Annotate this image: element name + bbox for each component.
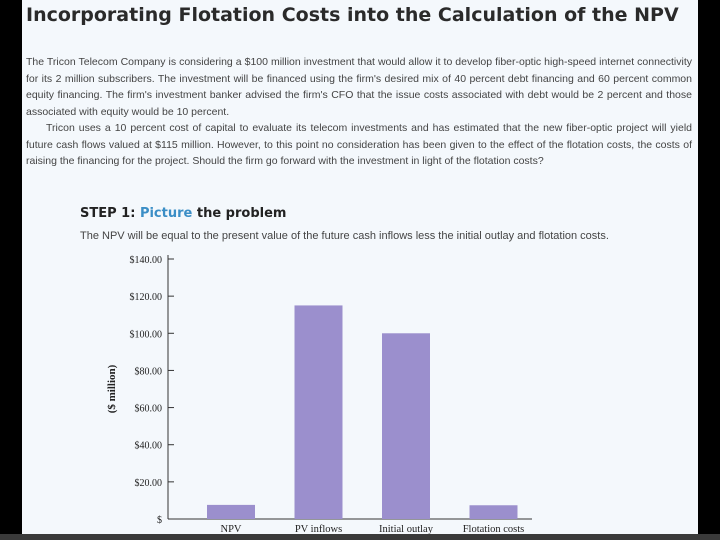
- paragraph-1: The Tricon Telecom Company is considerin…: [26, 56, 692, 118]
- y-tick-label: $140.00: [130, 255, 163, 266]
- x-tick-label: PV inflows: [295, 524, 342, 535]
- step-description: The NPV will be equal to the present val…: [80, 230, 609, 242]
- y-tick-label: $60.00: [135, 404, 163, 415]
- bar: [294, 305, 343, 519]
- x-tick-label: NPV: [220, 524, 241, 535]
- y-tick-label: $80.00: [135, 366, 163, 377]
- step-rest: the problem: [196, 206, 287, 221]
- y-tick-label: $40.00: [135, 441, 163, 452]
- bar-chart: $ $20.00 $40.00 $60.00 $80.00 $100.00 $120.00 $…: [106, 255, 532, 535]
- y-axis-label: ($ million): [106, 364, 118, 413]
- step-heading: STEP 1: Picture the problem: [80, 206, 286, 221]
- problem-statement: The Tricon Telecom Company is considerin…: [26, 54, 692, 170]
- bar: [469, 505, 518, 519]
- x-tick-label: Initial outlay: [379, 524, 434, 535]
- bar: [207, 504, 255, 519]
- y-tick-label: $20.00: [135, 478, 163, 489]
- y-tick-label: $100.00: [130, 329, 163, 340]
- x-tick-label: Flotation costs: [463, 524, 525, 535]
- slide-title: Incorporating Flotation Costs into the C…: [26, 4, 679, 26]
- paragraph-2: Tricon uses a 10 percent cost of capital…: [26, 122, 692, 167]
- slide: Incorporating Flotation Costs into the C…: [22, 0, 698, 540]
- y-tick-label: $120.00: [130, 292, 163, 303]
- step-accent: Picture: [139, 206, 193, 221]
- bottom-bar: [0, 534, 720, 540]
- bar: [382, 333, 430, 519]
- y-tick-label: $: [157, 515, 162, 526]
- step-label: STEP 1:: [80, 206, 136, 221]
